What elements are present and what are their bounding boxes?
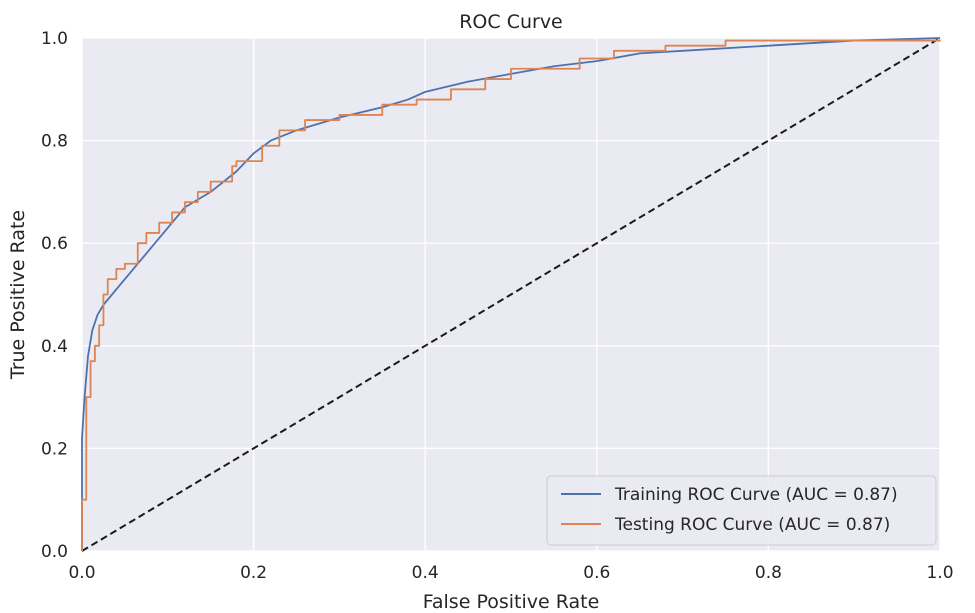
legend-box	[546, 475, 937, 546]
legend: Training ROC Curve (AUC = 0.87) Testing R…	[546, 475, 937, 546]
grid	[81, 37, 941, 552]
x-tick-label: 0.0	[68, 563, 95, 583]
y-tick-label: 0.8	[41, 132, 68, 152]
series-layer	[81, 37, 941, 552]
y-tick-label: 0.2	[41, 439, 68, 459]
y-ticks: 0.0 0.2 0.4 0.6 0.8 1.0	[41, 29, 68, 562]
x-tick-label: 0.4	[412, 563, 439, 583]
x-tick-label: 1.0	[926, 563, 953, 583]
y-axis-label: True Positive Rate	[7, 210, 29, 380]
legend-label: Testing ROC Curve (AUC = 0.87)	[614, 515, 890, 535]
x-tick-label: 0.2	[240, 563, 267, 583]
y-tick-label: 1.0	[41, 29, 68, 49]
training-roc-line	[81, 37, 941, 551]
y-tick-label: 0.6	[41, 234, 68, 254]
x-tick-label: 0.8	[755, 563, 782, 583]
testing-roc-line	[81, 39, 941, 551]
chance-line	[81, 37, 941, 552]
y-tick-label: 0.0	[41, 542, 68, 562]
legend-label: Training ROC Curve (AUC = 0.87)	[614, 485, 898, 505]
x-ticks: 0.0 0.2 0.4 0.6 0.8 1.0	[68, 563, 953, 583]
y-tick-label: 0.4	[41, 337, 68, 357]
x-tick-label: 0.6	[583, 563, 610, 583]
x-axis-label: False Positive Rate	[423, 591, 600, 613]
chart-title: ROC Curve	[459, 11, 563, 33]
